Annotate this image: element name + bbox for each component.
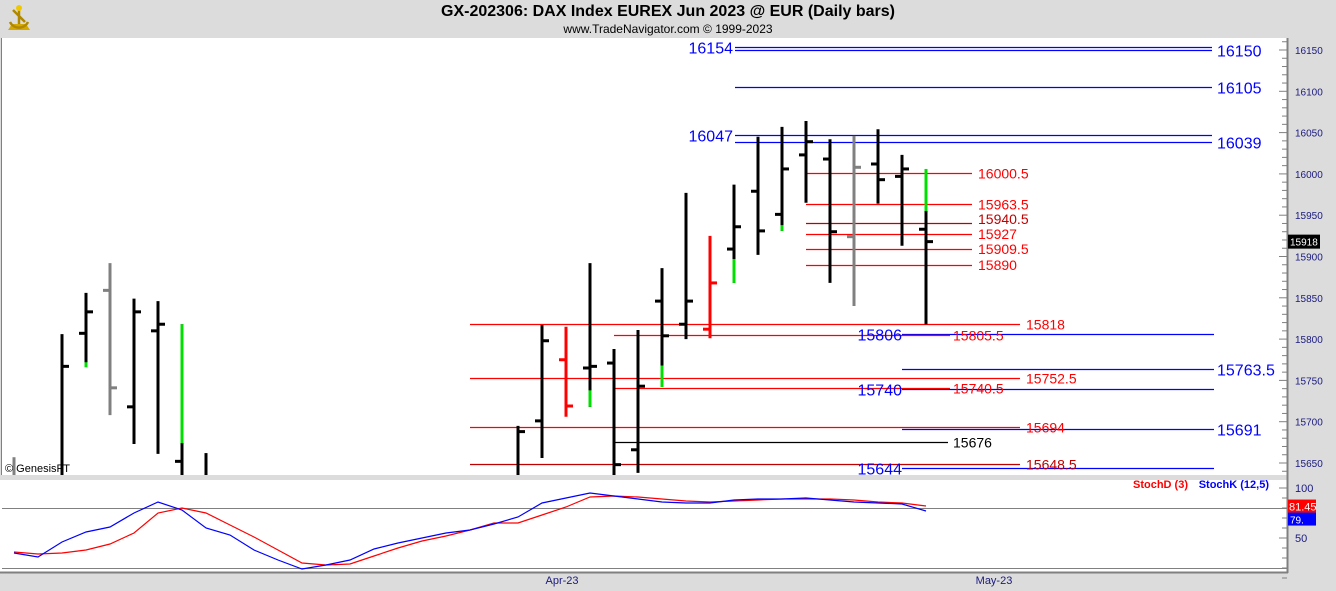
legend-stochk: StochK (12,5) bbox=[1199, 479, 1270, 491]
level-label-16000.5: 16000.5 bbox=[978, 166, 1029, 182]
stoch-line-k bbox=[13, 492, 927, 570]
price-axis-label: 15650 bbox=[1295, 459, 1323, 470]
stoch-axis-label: 50 bbox=[1295, 533, 1307, 545]
price-axis-label: 16100 bbox=[1295, 87, 1323, 98]
level-label-15676: 15676 bbox=[953, 435, 992, 451]
last-price-label: 15918 bbox=[1290, 238, 1318, 249]
level-label-15740: 15740 bbox=[858, 383, 903, 400]
level-label-15909.5: 15909.5 bbox=[978, 241, 1029, 257]
price-axis-label: 15950 bbox=[1295, 211, 1323, 222]
level-label-15940.5: 15940.5 bbox=[978, 211, 1029, 227]
price-axis-label: 15800 bbox=[1295, 335, 1323, 346]
chart-title: GX-202306: DAX Index EUREX Jun 2023 @ EU… bbox=[441, 3, 895, 20]
level-label-15927: 15927 bbox=[978, 226, 1017, 242]
level-label-15963.5: 15963.5 bbox=[978, 197, 1029, 213]
date-axis-label: Apr-23 bbox=[545, 575, 578, 587]
stoch-axis-label: 100 bbox=[1295, 483, 1313, 495]
level-label-15644: 15644 bbox=[858, 462, 903, 479]
date-axis-label: May-23 bbox=[976, 575, 1013, 587]
price-axis-label: 16150 bbox=[1295, 46, 1323, 57]
price-axis-label: 16050 bbox=[1295, 129, 1323, 140]
level-label-15691: 15691 bbox=[1217, 423, 1262, 440]
level-label-15806: 15806 bbox=[858, 328, 903, 345]
last-price-marker bbox=[1288, 234, 1320, 249]
level-label-16105: 16105 bbox=[1217, 81, 1262, 98]
legend-stochd: StochD (3) bbox=[1133, 479, 1188, 491]
price-axis-label: 15850 bbox=[1295, 294, 1323, 305]
price-axis-label: 16000 bbox=[1295, 170, 1323, 181]
stochd-last-marker bbox=[1288, 499, 1316, 513]
level-label-15818: 15818 bbox=[1026, 317, 1065, 333]
level-label-16039: 16039 bbox=[1217, 136, 1262, 153]
watermark: © GenesisFT bbox=[5, 463, 70, 475]
stochk-last-label: 79. bbox=[1290, 516, 1304, 527]
level-label-16150: 16150 bbox=[1217, 44, 1262, 61]
price-axis-label: 15750 bbox=[1295, 376, 1323, 387]
stoch-plot-area bbox=[0, 480, 1287, 572]
chart-header: GX-202306: DAX Index EUREX Jun 2023 @ EU… bbox=[0, 0, 1336, 37]
stochd-last-label: 81.45 bbox=[1289, 502, 1317, 514]
level-label-15648.5: 15648.5 bbox=[1026, 457, 1077, 473]
level-label-15752.5: 15752.5 bbox=[1026, 371, 1077, 387]
level-label-16047: 16047 bbox=[689, 129, 734, 146]
level-label-15805.5: 15805.5 bbox=[953, 328, 1004, 344]
stochk-last-marker bbox=[1288, 512, 1316, 526]
level-label-16154: 16154 bbox=[689, 41, 734, 58]
level-label-15694: 15694 bbox=[1026, 420, 1065, 436]
price-axis-label: 15900 bbox=[1295, 253, 1323, 264]
level-label-15763.5: 15763.5 bbox=[1217, 363, 1275, 380]
price-axis-label: 15700 bbox=[1295, 418, 1323, 429]
chart-subtitle: www.TradeNavigator.com © 1999-2023 bbox=[563, 22, 773, 36]
sextant-logo-icon bbox=[8, 5, 30, 30]
main-plot-area bbox=[2, 38, 1287, 475]
level-label-15890: 15890 bbox=[978, 257, 1017, 273]
level-label-15740.5: 15740.5 bbox=[953, 381, 1004, 397]
